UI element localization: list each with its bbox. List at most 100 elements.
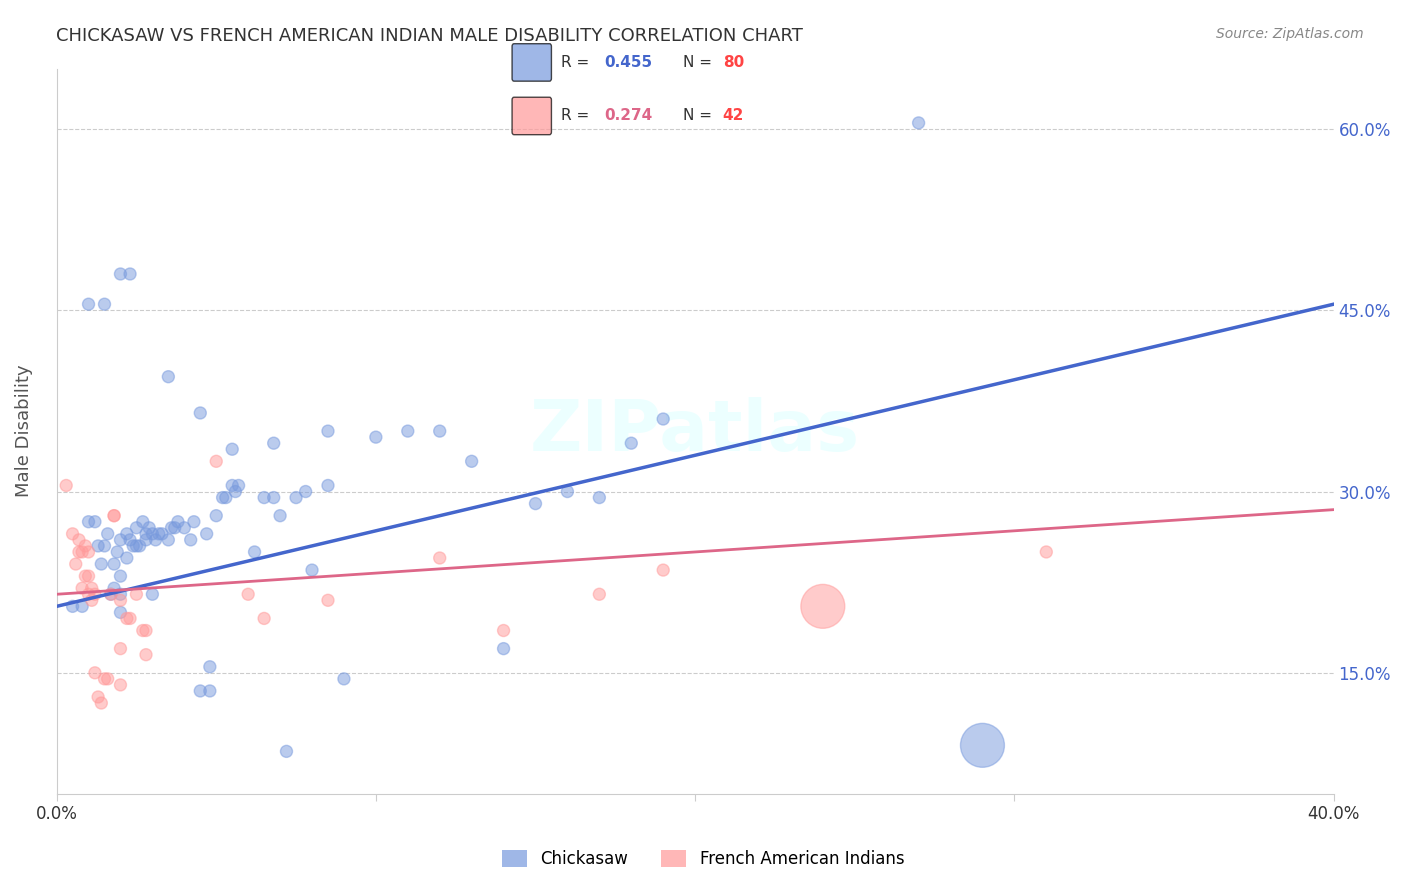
French American Indians <box>238 587 260 601</box>
French American Indians <box>62 526 84 541</box>
French American Indians <box>70 581 93 595</box>
Chickasaw <box>316 478 339 492</box>
French American Indians <box>103 508 125 523</box>
Chickasaw <box>429 424 451 438</box>
French American Indians <box>97 672 120 686</box>
Chickasaw <box>211 491 233 505</box>
Chickasaw <box>620 436 643 450</box>
Text: N =: N = <box>683 109 717 123</box>
French American Indians <box>103 508 125 523</box>
Chickasaw <box>141 526 163 541</box>
Chickasaw <box>135 526 157 541</box>
Chickasaw <box>77 515 100 529</box>
French American Indians <box>87 690 110 704</box>
Chickasaw <box>135 533 157 547</box>
Chickasaw <box>652 412 675 426</box>
Chickasaw <box>972 739 994 753</box>
Text: 80: 80 <box>723 55 744 70</box>
French American Indians <box>77 587 100 601</box>
French American Indians <box>652 563 675 577</box>
Chickasaw <box>157 533 180 547</box>
Chickasaw <box>115 526 138 541</box>
Chickasaw <box>221 442 243 457</box>
Chickasaw <box>110 267 132 281</box>
Chickasaw <box>87 539 110 553</box>
Text: R =: R = <box>561 55 595 70</box>
French American Indians <box>429 551 451 566</box>
Chickasaw <box>141 587 163 601</box>
Chickasaw <box>125 539 148 553</box>
Legend: Chickasaw, French American Indians: Chickasaw, French American Indians <box>495 843 911 875</box>
Chickasaw <box>150 526 173 541</box>
Chickasaw <box>188 406 211 420</box>
Chickasaw <box>492 641 515 656</box>
French American Indians <box>90 696 112 710</box>
Chickasaw <box>263 491 285 505</box>
Chickasaw <box>294 484 316 499</box>
Text: R =: R = <box>561 109 595 123</box>
Chickasaw <box>167 515 190 529</box>
Text: Source: ZipAtlas.com: Source: ZipAtlas.com <box>1216 27 1364 41</box>
Chickasaw <box>228 478 250 492</box>
Chickasaw <box>183 515 205 529</box>
French American Indians <box>110 678 132 692</box>
Chickasaw <box>173 521 195 535</box>
French American Indians <box>93 672 115 686</box>
French American Indians <box>253 611 276 625</box>
Chickasaw <box>364 430 387 444</box>
Chickasaw <box>157 369 180 384</box>
Chickasaw <box>93 297 115 311</box>
Chickasaw <box>118 267 141 281</box>
Chickasaw <box>110 533 132 547</box>
Chickasaw <box>907 116 929 130</box>
French American Indians <box>67 545 90 559</box>
Chickasaw <box>198 684 221 698</box>
Chickasaw <box>62 599 84 614</box>
Chickasaw <box>77 297 100 311</box>
Chickasaw <box>557 484 579 499</box>
French American Indians <box>77 545 100 559</box>
Chickasaw <box>333 672 356 686</box>
French American Indians <box>110 593 132 607</box>
Chickasaw <box>115 551 138 566</box>
Chickasaw <box>118 533 141 547</box>
Chickasaw <box>524 497 547 511</box>
Chickasaw <box>138 521 160 535</box>
Chickasaw <box>224 484 246 499</box>
French American Indians <box>80 581 103 595</box>
FancyBboxPatch shape <box>512 97 551 135</box>
Y-axis label: Male Disability: Male Disability <box>15 365 32 498</box>
Chickasaw <box>110 569 132 583</box>
Chickasaw <box>195 526 218 541</box>
Chickasaw <box>205 508 228 523</box>
French American Indians <box>135 624 157 638</box>
Chickasaw <box>97 526 120 541</box>
Chickasaw <box>198 660 221 674</box>
French American Indians <box>110 641 132 656</box>
Chickasaw <box>110 606 132 620</box>
French American Indians <box>84 665 107 680</box>
French American Indians <box>80 593 103 607</box>
Chickasaw <box>301 563 323 577</box>
Chickasaw <box>145 533 167 547</box>
French American Indians <box>77 569 100 583</box>
Chickasaw <box>125 521 148 535</box>
French American Indians <box>118 611 141 625</box>
Chickasaw <box>460 454 482 468</box>
French American Indians <box>65 557 87 571</box>
Text: 42: 42 <box>723 109 744 123</box>
Chickasaw <box>128 539 150 553</box>
Chickasaw <box>316 424 339 438</box>
French American Indians <box>205 454 228 468</box>
FancyBboxPatch shape <box>512 44 551 81</box>
Text: CHICKASAW VS FRENCH AMERICAN INDIAN MALE DISABILITY CORRELATION CHART: CHICKASAW VS FRENCH AMERICAN INDIAN MALE… <box>56 27 803 45</box>
Chickasaw <box>132 515 155 529</box>
Chickasaw <box>221 478 243 492</box>
Chickasaw <box>110 587 132 601</box>
Chickasaw <box>215 491 238 505</box>
French American Indians <box>125 587 148 601</box>
Chickasaw <box>103 581 125 595</box>
Chickasaw <box>253 491 276 505</box>
Text: 0.455: 0.455 <box>605 55 652 70</box>
French American Indians <box>67 533 90 547</box>
